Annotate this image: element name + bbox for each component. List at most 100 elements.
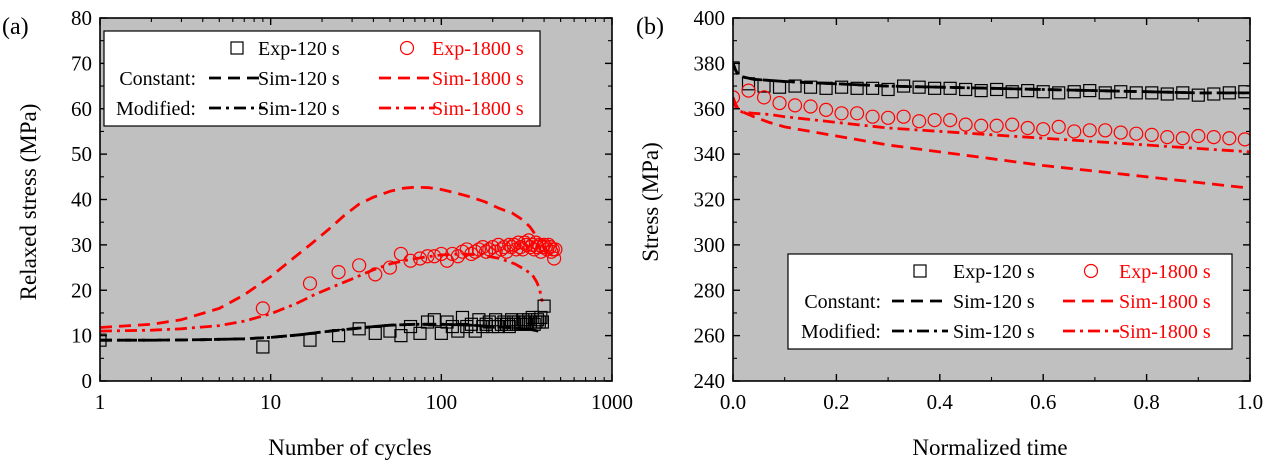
data-point-b-1-30 [1191, 128, 1206, 144]
data-point-a-0-16 [455, 310, 470, 325]
y-tick-label-b-4: 320 [694, 188, 726, 212]
data-point-b-0-33 [1238, 85, 1250, 99]
data-point-b-1-23 [1082, 123, 1097, 138]
data-point-b-0-14 [943, 81, 957, 95]
data-point-b-0-8 [850, 81, 864, 95]
data-point-a-1-0 [255, 301, 270, 316]
legend-label-a-0-0: Exp-120 s [258, 38, 340, 60]
legend-box-a [103, 30, 541, 127]
data-point-a-1-29 [502, 237, 517, 252]
data-point-a-1-18 [468, 244, 483, 259]
data-point-a-1-7 [403, 253, 418, 268]
data-point-b-1-6 [818, 102, 834, 117]
data-point-b-1-1 [741, 83, 756, 98]
data-point-a-0-42 [527, 317, 541, 331]
data-point-a-1-20 [475, 240, 490, 255]
data-point-a-1-54 [547, 251, 562, 266]
data-point-b-1-26 [1129, 126, 1144, 141]
data-point-a-0-44 [530, 313, 545, 327]
data-point-b-1-0 [733, 90, 741, 105]
y-tick-label-a-2: 20 [71, 278, 92, 302]
data-point-a-1-5 [382, 260, 398, 275]
data-point-b-1-14 [943, 112, 958, 128]
data-point-a-1-4 [368, 267, 383, 282]
data-point-a-1-52 [544, 244, 559, 259]
series-line-a-5 [100, 252, 544, 333]
legend-symbol-a-0-0 [230, 41, 244, 55]
x-tick-label-b-0: 0.0 [720, 390, 746, 414]
data-point-b-0-5 [803, 80, 818, 94]
x-tick-label-b-4: 0.8 [1133, 390, 1159, 414]
data-point-a-0-31 [504, 313, 519, 327]
legend-symbol-a-0-1 [399, 40, 415, 56]
legend-label-a-2-1: Sim-1800 s [432, 98, 524, 120]
data-point-b-1-25 [1113, 125, 1128, 140]
legend-box-b [787, 253, 1233, 350]
data-point-a-0-6 [383, 324, 397, 338]
series-line-a-3 [100, 185, 542, 329]
data-point-b-1-19 [1020, 120, 1035, 136]
data-point-b-1-3 [772, 95, 787, 111]
y-axis-label-a: Relaxed stress (MPa) [16, 104, 41, 301]
x-tick-label-b-3: 0.6 [1030, 390, 1056, 414]
data-point-b-0-16 [974, 83, 988, 98]
data-point-a-0-0 [100, 333, 107, 347]
panel-a: (a) Relaxed stress (MPa) Number of cycle… [2, 14, 432, 460]
legend-label-b-0-0: Exp-120 s [953, 261, 1035, 283]
data-point-b-0-13 [928, 81, 942, 95]
data-point-a-0-4 [352, 322, 366, 336]
data-point-a-1-24 [488, 244, 503, 259]
data-point-a-0-17 [460, 319, 474, 334]
data-point-b-0-2 [757, 79, 771, 93]
x-axis-label-b: Normalized time [912, 435, 1067, 460]
data-point-b-1-10 [880, 110, 896, 125]
data-point-a-1-44 [532, 237, 547, 252]
data-point-a-0-2 [303, 333, 317, 347]
data-point-b-1-33 [1237, 132, 1250, 147]
data-point-a-1-2 [331, 265, 346, 280]
data-point-a-0-13 [440, 315, 454, 329]
data-point-b-0-20 [1036, 85, 1050, 99]
data-point-b-0-15 [959, 82, 973, 97]
legend-prefix-b-2: Modified: [801, 321, 881, 343]
data-point-a-1-6 [393, 246, 409, 262]
legend-label-b-2-0: Sim-120 s [953, 321, 1035, 343]
data-point-a-0-15 [451, 324, 465, 338]
x-tick-label-a-3: 1000 [591, 390, 633, 414]
data-point-a-1-9 [420, 249, 435, 264]
data-point-a-0-8 [403, 319, 418, 334]
data-point-b-0-18 [1005, 85, 1019, 99]
legend-label-a-2-0: Sim-120 s [258, 98, 340, 120]
data-point-b-0-22 [1067, 85, 1081, 99]
data-point-b-1-24 [1098, 123, 1113, 138]
data-point-a-1-23 [485, 240, 500, 255]
data-point-b-1-31 [1206, 130, 1221, 145]
plot-b: 240 260 280 300 320 340 360 380 400 0.0 0.2 0.4 0.6 0… [694, 6, 1264, 414]
panel-label-b: (b) [636, 14, 664, 40]
y-tick-label-b-2: 280 [694, 278, 726, 302]
data-point-a-0-41 [525, 310, 539, 325]
y-tick-label-b-7: 380 [694, 51, 726, 75]
data-point-a-1-55 [548, 242, 563, 257]
data-point-a-0-30 [502, 319, 516, 334]
data-point-b-0-24 [1098, 86, 1112, 100]
data-point-a-0-3 [331, 329, 346, 343]
data-point-a-1-8 [412, 251, 428, 266]
series-line-a-4 [100, 322, 539, 342]
data-point-b-1-2 [756, 90, 772, 105]
data-point-b-0-10 [881, 82, 895, 97]
y-tick-label-a-4: 40 [71, 188, 92, 212]
data-point-b-1-17 [989, 118, 1004, 133]
data-point-b-1-29 [1175, 131, 1190, 146]
data-point-a-0-11 [427, 313, 441, 327]
data-point-b-1-28 [1160, 130, 1175, 145]
data-point-b-1-18 [1005, 117, 1020, 132]
y-axis-label-b: Stress (MPa) [638, 142, 663, 261]
legend-label-a-1-0: Sim-120 s [258, 68, 340, 90]
data-point-b-1-32 [1222, 131, 1237, 146]
data-point-b-0-30 [1191, 88, 1205, 102]
data-point-b-0-31 [1207, 87, 1221, 101]
data-point-b-1-27 [1144, 127, 1159, 142]
data-layer-b [733, 61, 1250, 190]
legend-label-b-1-1: Sim-1800 s [1119, 291, 1211, 313]
